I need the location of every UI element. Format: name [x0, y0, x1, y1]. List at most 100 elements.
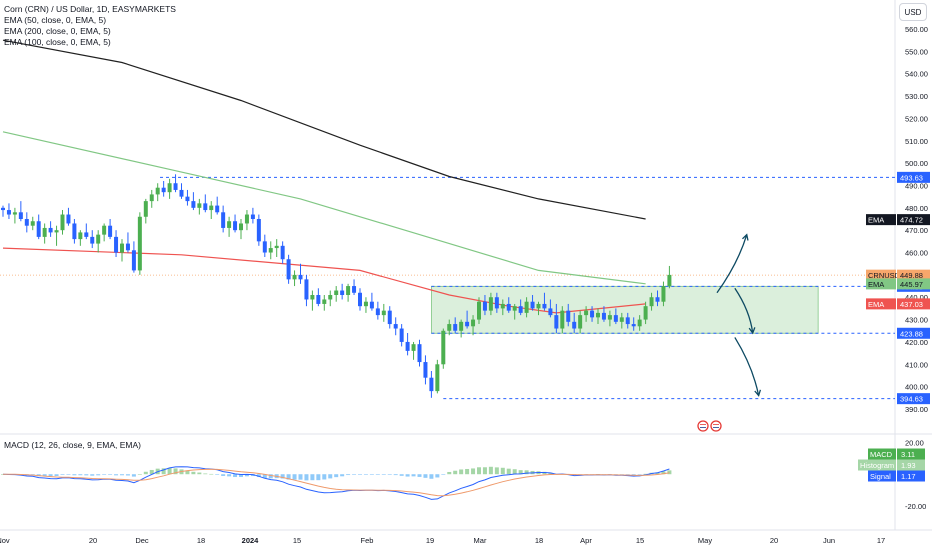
macd-histogram-bar	[78, 474, 83, 476]
macd-histogram-bar	[239, 474, 243, 477]
candle	[131, 250, 136, 271]
candle	[667, 274, 672, 287]
candle	[18, 212, 23, 219]
macd-histogram-bar	[417, 474, 422, 477]
price-label-name-box	[866, 214, 896, 226]
x-tick-label: 2024	[242, 536, 260, 545]
arrow-path	[734, 287, 754, 334]
macd-histogram-bar	[149, 469, 154, 475]
legend-ema50: EMA (50, close, 0, EMA, 5)	[4, 15, 107, 25]
macd-histogram-bar	[131, 474, 136, 477]
macd-histogram-bar	[48, 474, 53, 477]
price-label-name: EMA	[868, 300, 884, 309]
candle	[369, 301, 374, 309]
x-tick-label: 20	[770, 536, 778, 545]
candle	[488, 297, 493, 311]
x-tick-label: 20	[89, 536, 97, 545]
price-label-value: 437.03	[900, 300, 923, 309]
range-box	[430, 285, 819, 334]
x-tick-label: Jun	[823, 536, 835, 545]
macd-histogram-bar	[102, 474, 107, 475]
candle	[512, 306, 517, 311]
y-tick-label: 520.00	[905, 114, 928, 123]
candle	[120, 243, 124, 253]
candle	[417, 344, 422, 363]
candle	[334, 290, 339, 295]
y-tick-label: 440.00	[905, 293, 928, 302]
y-tick-label: 470.00	[905, 226, 928, 235]
candle	[381, 310, 386, 316]
macd-histogram-bar	[328, 474, 333, 479]
macd-histogram-bar	[120, 474, 124, 476]
candle	[590, 310, 595, 318]
candle	[36, 221, 41, 237]
level-badge	[897, 393, 930, 405]
y-tick-label: 530.00	[905, 92, 928, 101]
macd-histogram-bar	[459, 469, 464, 475]
macd-histogram-bar	[221, 474, 226, 476]
candle	[298, 274, 303, 280]
candle	[102, 225, 107, 235]
macd-histogram-bar	[447, 471, 452, 475]
x-tick-label: Nov	[0, 536, 10, 545]
ema100-line	[2, 131, 646, 285]
candle	[191, 201, 196, 208]
candle	[447, 324, 452, 331]
macd-histogram-bar	[209, 473, 214, 475]
us-flag-icon	[710, 420, 722, 432]
macd-histogram-bar	[66, 474, 71, 475]
macd-histogram-bar	[161, 468, 166, 475]
candle	[227, 221, 232, 228]
candle	[30, 221, 35, 226]
candle	[72, 223, 77, 240]
macd-histogram-bar	[625, 474, 630, 475]
macd-histogram-bar	[298, 474, 303, 480]
candle	[173, 183, 178, 190]
y-tick-label: 540.00	[905, 70, 928, 79]
macd-histogram-bar	[322, 474, 327, 480]
price-label-value-box	[897, 269, 930, 281]
macd-histogram-bar	[524, 470, 529, 475]
macd-histogram-bar	[512, 469, 517, 475]
candle	[625, 317, 630, 325]
candle	[649, 297, 654, 307]
candle	[286, 259, 291, 280]
candle	[78, 232, 83, 240]
candle	[155, 187, 160, 195]
macd-histogram-bar	[643, 473, 648, 475]
candle	[54, 230, 59, 233]
legend-macd: MACD (12, 26, close, 9, EMA, EMA)	[4, 440, 141, 450]
candle	[506, 303, 511, 311]
arrow-head	[742, 233, 749, 241]
macd-value: 1.17	[901, 472, 916, 481]
macd-label-box	[858, 459, 896, 471]
macd-histogram-bar	[256, 474, 261, 478]
candle	[387, 310, 392, 325]
macd-histogram-bar	[441, 474, 446, 475]
macd-label-box	[868, 448, 896, 460]
candle	[554, 315, 559, 329]
macd-histogram-bar	[215, 474, 220, 475]
candle	[179, 189, 184, 197]
x-tick-label: 19	[426, 536, 434, 545]
candle	[42, 227, 47, 237]
candle	[24, 219, 29, 226]
y-tick-label: 430.00	[905, 316, 928, 325]
candle	[601, 312, 606, 320]
candle	[322, 299, 327, 304]
macd-value: 1.93	[901, 461, 916, 470]
candle	[405, 341, 410, 351]
y-tick-label: 500.00	[905, 159, 928, 168]
price-label-name: EMA	[868, 280, 884, 289]
candle	[268, 248, 273, 253]
macd-histogram-bar	[375, 474, 380, 475]
currency-button[interactable]: USD	[899, 3, 927, 21]
macd-histogram-bar	[137, 474, 142, 475]
candle	[6, 210, 11, 215]
macd-histogram-bar	[268, 474, 273, 479]
macd-histogram-bar	[429, 474, 434, 479]
candle	[167, 183, 172, 193]
candle	[274, 245, 279, 249]
macd-histogram-bar	[369, 474, 374, 475]
